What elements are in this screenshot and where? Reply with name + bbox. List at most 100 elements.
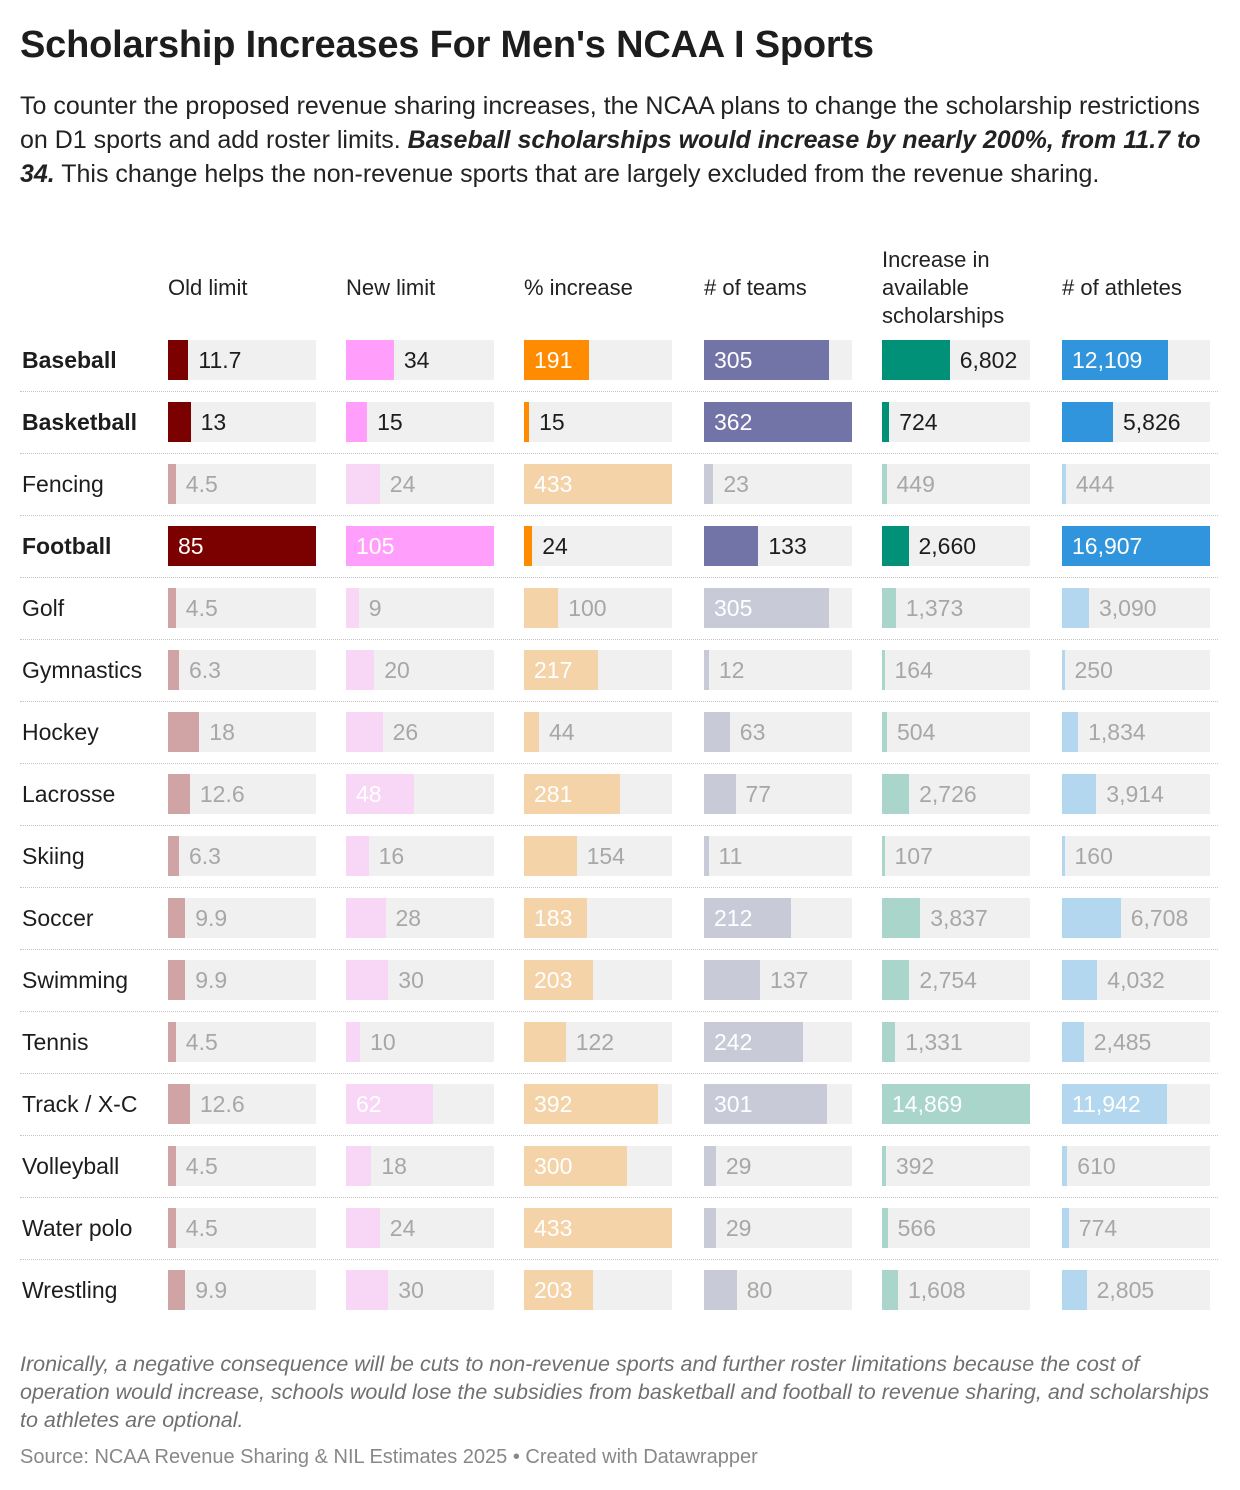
cell-track-x-c-old: 12.6 [168, 1084, 316, 1124]
value-football-ath: 16,907 [1072, 533, 1143, 559]
bar-football-pct [524, 526, 533, 566]
chart-title: Scholarship Increases For Men's NCAA I S… [20, 24, 874, 66]
value-fencing-teams: 23 [723, 471, 749, 497]
cell-golf-new: 9 [346, 588, 494, 628]
bar-track-x-c-old [168, 1084, 190, 1124]
cell-skiing-teams: 11 [704, 836, 852, 876]
cell-soccer-old: 9.9 [168, 898, 316, 938]
row-label-swimming: Swimming [22, 967, 129, 993]
value-water-polo-pct: 433 [534, 1215, 573, 1241]
bar-basketball-pct [524, 402, 530, 442]
cell-lacrosse-inc: 2,726 [882, 774, 1030, 814]
value-baseball-teams: 305 [714, 347, 753, 373]
cell-water-polo-inc: 566 [882, 1208, 1030, 1248]
cell-track-x-c-teams: 301 [704, 1084, 852, 1124]
value-gymnastics-teams: 12 [718, 657, 745, 683]
value-basketball-pct: 15 [539, 409, 565, 435]
bar-golf-new [346, 588, 359, 628]
value-soccer-pct: 183 [534, 905, 573, 931]
bar-tennis-ath [1062, 1022, 1084, 1062]
cell-football-new: 105 [346, 526, 494, 566]
cell-football-ath: 16,907 [1062, 526, 1210, 566]
cell-swimming-teams: 137 [704, 960, 852, 1000]
value-tennis-old: 4.5 [185, 1029, 218, 1055]
bar-basketball-old [168, 402, 191, 442]
cell-gymnastics-pct: 217 [524, 650, 672, 690]
value-swimming-old: 9.9 [195, 967, 228, 993]
value-track-x-c-inc: 14,869 [892, 1091, 963, 1117]
cell-baseball-old: 11.7 [168, 340, 316, 380]
value-water-polo-inc: 566 [897, 1215, 936, 1241]
cell-golf-inc: 1,373 [882, 588, 1030, 628]
row-label-basketball: Basketball [22, 409, 138, 435]
value-skiing-ath: 160 [1074, 843, 1113, 869]
bar-lacrosse-teams [704, 774, 736, 814]
value-gymnastics-old: 6.3 [189, 657, 221, 683]
cell-volleyball-ath: 610 [1062, 1146, 1210, 1186]
cell-tennis-old: 4.5 [168, 1022, 316, 1062]
cell-baseball-ath: 12,109 [1062, 340, 1210, 380]
value-water-polo-teams: 29 [725, 1215, 752, 1241]
value-football-teams: 133 [768, 533, 807, 559]
value-swimming-new: 30 [398, 967, 424, 993]
cell-fencing-new: 24 [346, 464, 494, 504]
chart-note: Ironically, a negative consequence will … [20, 1352, 1210, 1432]
bar-volleyball-ath [1062, 1146, 1068, 1186]
bar-track-x-c-ath [1062, 1084, 1167, 1124]
bar-gymnastics-new [346, 650, 375, 690]
bar-water-polo-new [346, 1208, 380, 1248]
value-golf-inc: 1,373 [905, 595, 964, 621]
cell-lacrosse-ath: 3,914 [1062, 774, 1210, 814]
cell-wrestling-pct: 203 [524, 1270, 672, 1310]
value-fencing-old: 4.5 [185, 471, 218, 497]
row-divider [20, 453, 1218, 454]
bar-wrestling-inc [882, 1270, 898, 1310]
value-tennis-new: 10 [370, 1029, 396, 1055]
bar-basketball-new [346, 402, 368, 442]
cell-golf-teams: 305 [704, 588, 852, 628]
value-tennis-inc: 1,331 [905, 1029, 963, 1055]
cell-water-polo-teams: 29 [704, 1208, 852, 1248]
cell-hockey-inc: 504 [882, 712, 1030, 752]
cell-golf-ath: 3,090 [1062, 588, 1210, 628]
row-divider [20, 1135, 1218, 1136]
bar-fencing-new [346, 464, 380, 504]
bar-track-x-c-teams [704, 1084, 828, 1124]
bar-tennis-pct [524, 1022, 566, 1062]
cell-water-polo-pct: 433 [524, 1208, 672, 1248]
value-track-x-c-teams: 301 [714, 1091, 753, 1117]
row-label-wrestling: Wrestling [22, 1277, 118, 1303]
bar-lacrosse-old [168, 774, 190, 814]
cell-soccer-inc: 3,837 [882, 898, 1030, 938]
value-hockey-pct: 44 [549, 719, 575, 745]
value-wrestling-ath: 2,805 [1096, 1277, 1155, 1303]
value-hockey-teams: 63 [739, 719, 766, 745]
bar-gymnastics-inc [882, 650, 885, 690]
value-skiing-teams: 11 [718, 843, 743, 869]
cell-lacrosse-old: 12.6 [168, 774, 316, 814]
bar-football-inc [882, 526, 909, 566]
cell-baseball-pct: 191 [524, 340, 672, 380]
row-label-football: Football [22, 533, 112, 559]
bar-tennis-new [346, 1022, 361, 1062]
row-divider [20, 887, 1218, 888]
bar-skiing-inc [882, 836, 885, 876]
bar-volleyball-new [346, 1146, 372, 1186]
value-track-x-c-pct: 392 [534, 1091, 573, 1117]
cell-volleyball-old: 4.5 [168, 1146, 316, 1186]
bar-fencing-ath [1062, 464, 1066, 504]
bar-volleyball-teams [704, 1146, 716, 1186]
bar-wrestling-ath [1062, 1270, 1087, 1310]
bar-golf-old [168, 588, 176, 628]
value-volleyball-inc: 392 [895, 1153, 935, 1179]
value-wrestling-teams: 80 [746, 1277, 773, 1303]
row-divider [20, 515, 1218, 516]
cell-lacrosse-new: 48 [346, 774, 494, 814]
chart-source: Source: NCAA Revenue Sharing & NIL Estim… [20, 1446, 758, 1468]
bar-fencing-teams [704, 464, 714, 504]
bar-basketball-ath [1062, 402, 1113, 442]
cell-baseball-teams: 305 [704, 340, 852, 380]
cell-baseball-new: 34 [346, 340, 494, 380]
value-basketball-ath: 5,826 [1123, 409, 1181, 435]
